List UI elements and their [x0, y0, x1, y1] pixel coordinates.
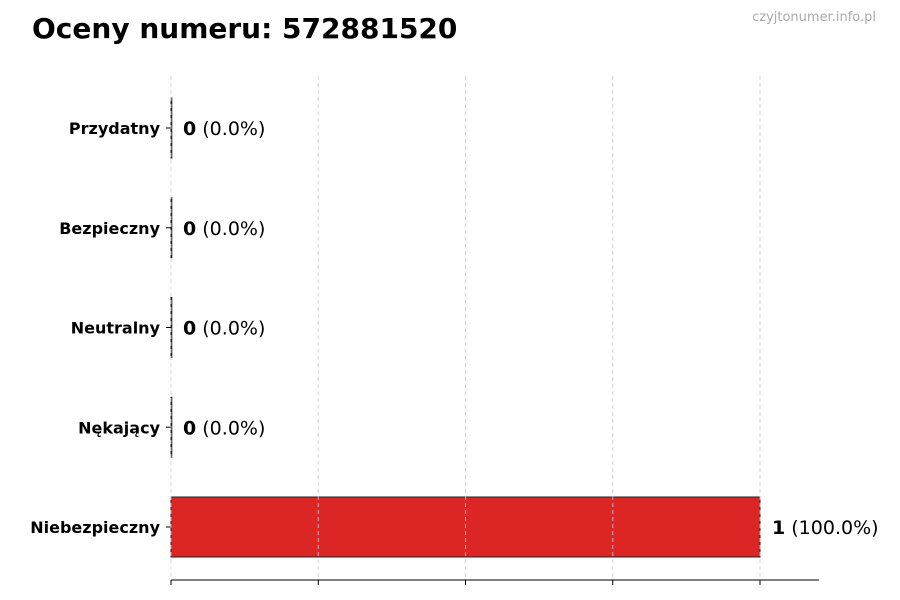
bar-2 — [170, 297, 173, 358]
data-label-1: 0 (0.0%) — [183, 218, 265, 240]
chart-title: Oceny numeru: 572881520 — [32, 12, 458, 45]
data-label-4: 1 (100.0%) — [772, 517, 879, 539]
bar-1 — [170, 197, 173, 259]
y-tick-label-4: Niebezpieczny — [30, 518, 160, 537]
y-tick-label-2: Neutralny — [71, 319, 161, 338]
data-label-0: 0 (0.0%) — [183, 118, 265, 140]
data-label-2: 0 (0.0%) — [183, 318, 265, 340]
watermark: czyjtonumer.info.pl — [752, 10, 876, 25]
data-label-3: 0 (0.0%) — [183, 417, 265, 439]
y-tick-label-1: Bezpieczny — [59, 219, 160, 238]
y-tick-label-3: Nękający — [78, 418, 160, 437]
y-tick-label-0: Przydatny — [69, 119, 161, 138]
